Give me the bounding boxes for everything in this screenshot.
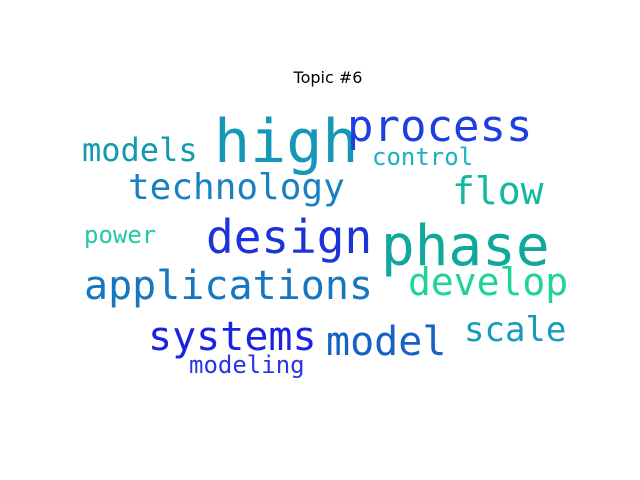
word-process: process	[347, 101, 533, 152]
word-design: design	[206, 210, 373, 264]
word-applications: applications	[84, 263, 373, 309]
word-scale: scale	[464, 310, 567, 350]
word-control: control	[372, 143, 474, 171]
word-high: high	[214, 107, 359, 177]
word-models: models	[82, 131, 198, 169]
word-power: power	[84, 221, 157, 249]
word-flow: flow	[452, 169, 544, 213]
word-modeling: modeling	[189, 351, 305, 379]
word-technology: technology	[128, 167, 345, 208]
word-develop: develop	[408, 260, 569, 304]
chart-title: Topic #6	[293, 68, 363, 87]
word-model: model	[326, 319, 447, 365]
word-phase: phase	[381, 214, 550, 279]
word-systems: systems	[148, 314, 317, 360]
